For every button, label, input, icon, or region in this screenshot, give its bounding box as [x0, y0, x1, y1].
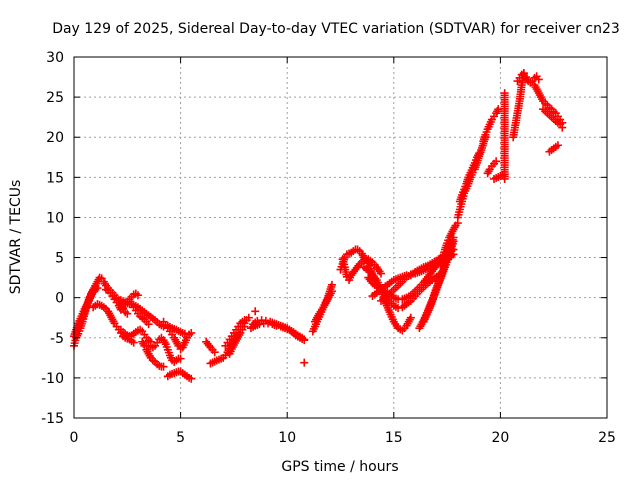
y-tick-label: 30: [46, 50, 64, 66]
y-tick-label: 25: [46, 90, 64, 106]
y-tick-label: 15: [46, 170, 64, 186]
x-tick-label: 15: [385, 430, 403, 446]
series-arc-34: [436, 219, 462, 270]
y-tick-label: 0: [55, 291, 64, 307]
series-arc-39: [490, 89, 509, 183]
data-point: [300, 336, 309, 345]
series-arc-41: [513, 69, 543, 87]
y-tick-label: 10: [46, 210, 64, 226]
chart-title: Day 129 of 2025, Sidereal Day-to-day VTE…: [52, 21, 620, 37]
series-arc-15: [206, 354, 226, 368]
data-point: [257, 316, 266, 325]
y-tick-label: -10: [41, 371, 64, 387]
x-tick-label: 0: [70, 430, 79, 446]
series-arc-08: [116, 296, 168, 331]
y-tick-label: -15: [41, 411, 64, 427]
data-point: [185, 330, 194, 339]
data-point: [300, 358, 309, 367]
axis-ticks: 0 5 10 15 20 25 -15 -10 -5 0 5 10 15 20 25 30: [41, 50, 616, 446]
series-arc-22: [300, 358, 309, 367]
data-point: [123, 309, 132, 318]
series-arc-38: [483, 157, 501, 178]
x-tick-label: 5: [176, 430, 185, 446]
series-arc-18: [225, 322, 249, 358]
data-point: [558, 123, 567, 132]
data-point: [492, 157, 501, 166]
series-arc-37: [479, 105, 503, 146]
series-arc-13: [163, 367, 196, 383]
x-axis-label: GPS time / hours: [281, 459, 398, 475]
data-point: [133, 291, 142, 300]
series-arc-14: [202, 337, 219, 357]
series-arc-12: [163, 321, 194, 339]
data-point: [261, 316, 270, 325]
grid: [74, 57, 607, 418]
data-point: [159, 362, 168, 371]
series-arc-17: [221, 316, 249, 350]
series-arc-36: [455, 149, 484, 206]
data-point: [187, 374, 196, 383]
x-tick-label: 20: [491, 430, 509, 446]
data-point: [394, 304, 403, 313]
data-point: [244, 313, 253, 322]
series-arc-44: [545, 141, 562, 156]
data-point: [251, 307, 260, 316]
data-point: [180, 329, 189, 338]
series-arc-10: [142, 345, 168, 371]
data-point: [327, 287, 336, 296]
x-tick-label: 25: [598, 430, 616, 446]
series-arc-24: [310, 287, 336, 326]
data-point: [449, 237, 458, 246]
y-axis-label: SDTVAR / TECUs: [8, 180, 24, 295]
data-point: [359, 255, 368, 264]
series-arc-19: [251, 307, 260, 316]
y-tick-label: 20: [46, 130, 64, 146]
data-point: [125, 300, 134, 309]
data-point: [176, 354, 185, 363]
data-point: [210, 348, 219, 357]
series-arc-33: [419, 237, 458, 326]
series-arc-42: [530, 81, 567, 127]
y-tick-label: 5: [55, 251, 64, 267]
data-point: [500, 89, 509, 98]
series-arc-09: [138, 333, 185, 366]
series-arc-43: [539, 105, 567, 132]
x-tick-label: 10: [278, 430, 296, 446]
data-points: [70, 69, 567, 383]
series-arc-31: [381, 269, 445, 313]
series-arc-21: [249, 316, 309, 345]
data-point: [534, 75, 543, 84]
y-tick-label: -5: [50, 331, 64, 347]
data-point: [144, 320, 153, 329]
data-point: [475, 149, 484, 158]
data-point: [253, 316, 262, 325]
data-point: [406, 313, 415, 322]
data-point: [129, 338, 138, 347]
data-point: [553, 141, 562, 150]
plot-frame: [73, 56, 608, 419]
data-point: [240, 322, 249, 331]
data-point: [377, 269, 386, 278]
series-arc-40: [509, 69, 528, 142]
series-arc-26: [338, 255, 386, 285]
series-arc-11: [159, 317, 196, 354]
